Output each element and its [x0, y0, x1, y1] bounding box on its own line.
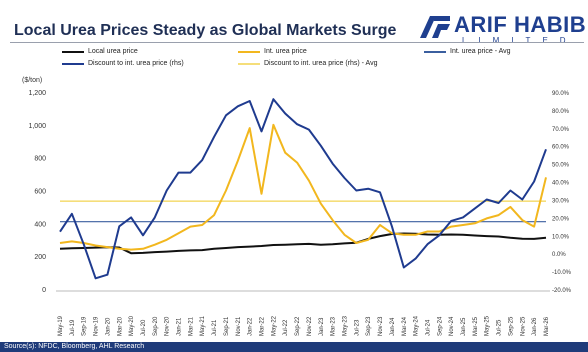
x-tick-label: Jan-24: [390, 317, 396, 336]
x-tick-label: May-21: [200, 315, 206, 336]
series-intl-price: [59, 123, 547, 251]
legend-swatch-discount-avg: [238, 62, 260, 65]
x-tick-label: Jul-25: [497, 319, 503, 336]
y2-tick-label: 20.0%: [552, 216, 570, 222]
x-tick-label: Nov-22: [307, 316, 313, 336]
y-tick-label: 0: [42, 287, 46, 294]
x-tick-label: May-23: [342, 315, 348, 336]
x-tick-label: Sep-24: [437, 316, 443, 336]
y-tick-label: 400: [34, 221, 46, 228]
logo-tagline: LIMITED: [462, 36, 578, 45]
y2-tick-label: 90.0%: [552, 91, 570, 97]
y-tick-label: 600: [34, 189, 46, 196]
legend-swatch-intl: [238, 50, 260, 53]
chart-title: Local Urea Prices Steady as Global Marke…: [14, 22, 397, 39]
x-tick-label: Jan-20: [105, 317, 111, 336]
y2-tick-label: 10.0%: [552, 234, 570, 240]
x-tick-label: May-22: [271, 315, 277, 336]
x-tick-label: Nov-21: [236, 316, 242, 336]
company-logo: ARIF HABIB LIMITED: [418, 12, 587, 46]
y-tick-label: 800: [34, 156, 46, 163]
source-footer: Source(s): NFDC, Bloomberg, AHL Research: [0, 342, 588, 352]
x-tick-label: Jul-21: [212, 319, 218, 336]
y2-tick-label: 40.0%: [552, 181, 570, 187]
legend-swatch-local: [62, 50, 84, 53]
x-tick-label: Nov-24: [449, 316, 455, 336]
legend-swatch-intl-avg: [424, 50, 446, 53]
x-tick-label: Jul-23: [354, 319, 360, 336]
x-tick-label: Jan-22: [248, 317, 254, 336]
x-tick-label: Nov-25: [520, 316, 526, 336]
y2-tick-label: 30.0%: [552, 198, 570, 204]
legend-swatch-discount: [62, 62, 84, 65]
x-tick-label: Jul-22: [283, 319, 289, 336]
x-tick-label: Jan-26: [532, 317, 538, 336]
legend-label-discount-avg: Discount to int. urea price (rhs) - Avg: [264, 60, 378, 67]
title-divider: [10, 42, 584, 43]
x-tick-label: Nov-23: [378, 316, 384, 336]
legend-label-intl: Int. urea price: [264, 48, 307, 55]
x-tick-label: Mar-22: [260, 316, 266, 336]
source-text: Source(s): NFDC, Bloomberg, AHL Research: [4, 343, 145, 350]
x-tick-label: Jul-24: [425, 319, 431, 336]
x-tick-label: Sep-23: [366, 316, 372, 336]
x-tick-label: Jan-25: [461, 317, 467, 336]
series-discount: [59, 98, 547, 280]
legend: Local urea price Int. urea price Int. ur…: [52, 46, 588, 76]
x-tick-label: May-24: [414, 315, 420, 336]
y-tick-label: 200: [34, 254, 46, 261]
y2-tick-label: 60.0%: [552, 145, 570, 151]
legend-item-intl: Int. urea price: [238, 48, 307, 55]
x-tick-label: May-19: [58, 315, 64, 336]
x-tick-label: Sep-19: [82, 316, 88, 336]
x-tick-label: Sep-20: [153, 316, 159, 336]
y2-tick-label: 80.0%: [552, 109, 570, 115]
y2-tick-label: 50.0%: [552, 163, 570, 169]
x-tick-label: Sep-22: [295, 316, 301, 336]
y-axis-label: ($/ton): [22, 77, 42, 84]
x-tick-label: Mar-21: [188, 316, 194, 336]
x-tick-label: Mar-25: [473, 316, 479, 336]
x-tick-label: Sep-21: [224, 316, 230, 336]
x-tick-label: Mar-23: [331, 316, 337, 336]
x-tick-label: Mar-26: [544, 316, 550, 336]
x-tick-label: Nov-20: [165, 316, 171, 336]
logo-mark-icon: [420, 16, 450, 38]
y2-tick-label: -10.0%: [552, 270, 572, 276]
x-tick-label: Jul-19: [70, 319, 76, 336]
legend-label-local: Local urea price: [88, 48, 138, 55]
y2-tick-label: 70.0%: [552, 127, 570, 133]
x-tick-label: Jan-21: [177, 317, 183, 336]
x-tick-label: May-20: [129, 315, 135, 336]
y-tick-label: 1,200: [28, 90, 46, 97]
x-tick-label: Mar-20: [117, 316, 123, 336]
legend-item-intl-avg: Int. urea price - Avg: [424, 48, 511, 55]
y2-tick-label: -20.0%: [552, 288, 572, 294]
x-tick-label: Nov-19: [94, 316, 100, 336]
x-tick-label: Jan-23: [319, 317, 325, 336]
logo-name: ARIF HABIB: [454, 12, 587, 37]
legend-item-discount: Discount to int. urea price (rhs): [62, 60, 184, 67]
legend-item-local: Local urea price: [62, 48, 138, 55]
x-tick-label: Sep-25: [508, 316, 514, 336]
legend-item-discount-avg: Discount to int. urea price (rhs) - Avg: [238, 60, 377, 67]
y-tick-label: 1,000: [28, 123, 46, 130]
x-tick-label: May-25: [485, 315, 491, 336]
legend-label-intl-avg: Int. urea price - Avg: [450, 48, 511, 55]
legend-label-discount: Discount to int. urea price (rhs): [88, 60, 184, 67]
y2-tick-label: 0.0%: [552, 252, 566, 258]
x-tick-label: Mar-24: [402, 316, 408, 336]
series-local-price: [59, 232, 547, 255]
x-tick-label: Jul-20: [141, 319, 147, 336]
